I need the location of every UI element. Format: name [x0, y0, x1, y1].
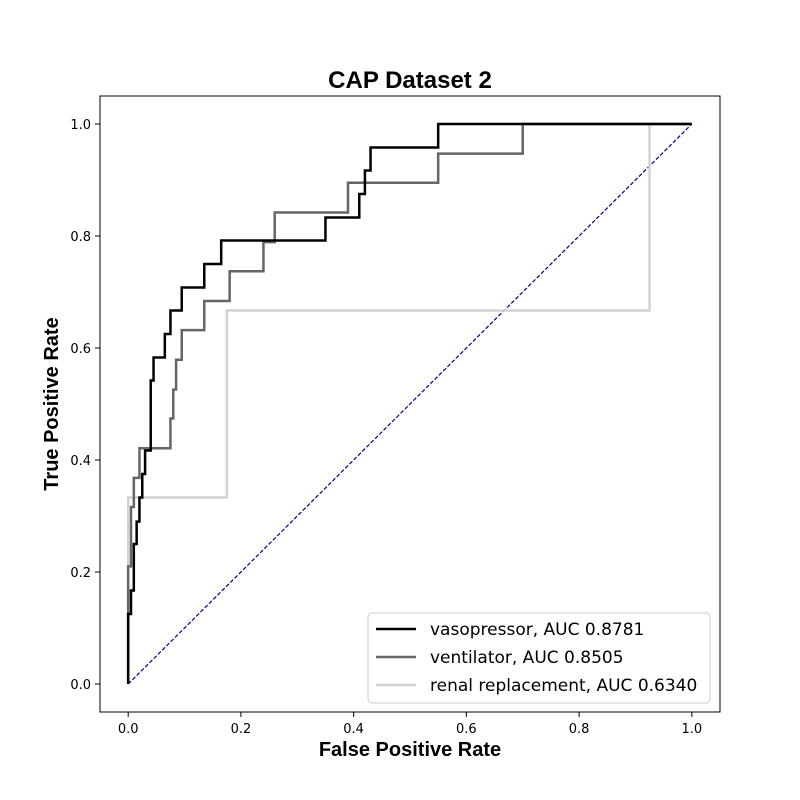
plot-frame	[99, 95, 721, 713]
x-axis-label: False Positive Rate	[319, 739, 501, 761]
legend-label-vasopressor: vasopressor, AUC 0.8781	[430, 620, 644, 640]
roc-line-ventilator	[126, 122, 692, 684]
x-tick-label: 1.0	[681, 722, 702, 737]
y-tick-label: 0.4	[70, 454, 91, 469]
ticks-layer: 0.0 0.2 0.4 0.6 0.8 1.0 0.0 0.2 0.4 0.6 0.8 1.0	[70, 118, 702, 737]
series-layer	[126, 122, 693, 685]
y-tick-label: 0.8	[70, 230, 91, 245]
x-tick-label: 0.6	[456, 722, 477, 737]
chart-title: CAP Dataset 2	[328, 67, 492, 94]
y-tick-label: 0.6	[70, 342, 91, 357]
y-tick-label: 0.2	[70, 566, 91, 581]
x-tick-label: 0.0	[118, 722, 139, 737]
y-tick-label: 1.0	[70, 118, 91, 133]
x-tick-label: 0.2	[231, 722, 252, 737]
y-tick-label: 0.0	[70, 678, 91, 693]
roc-line-vasopressor	[126, 122, 692, 684]
y-axis-label: True Positive Rate	[41, 317, 63, 490]
legend-box	[367, 612, 711, 704]
x-tick-label: 0.8	[569, 722, 590, 737]
chance-diagonal-line	[127, 123, 693, 685]
legend-label-renal-replacement: renal replacement, AUC 0.6340	[430, 676, 697, 696]
x-tick-label: 0.4	[343, 722, 364, 737]
legend-label-ventilator: ventilator, AUC 0.8505	[430, 648, 624, 668]
legend: vasopressor, AUC 0.8781 ventilator, AUC …	[367, 612, 711, 704]
